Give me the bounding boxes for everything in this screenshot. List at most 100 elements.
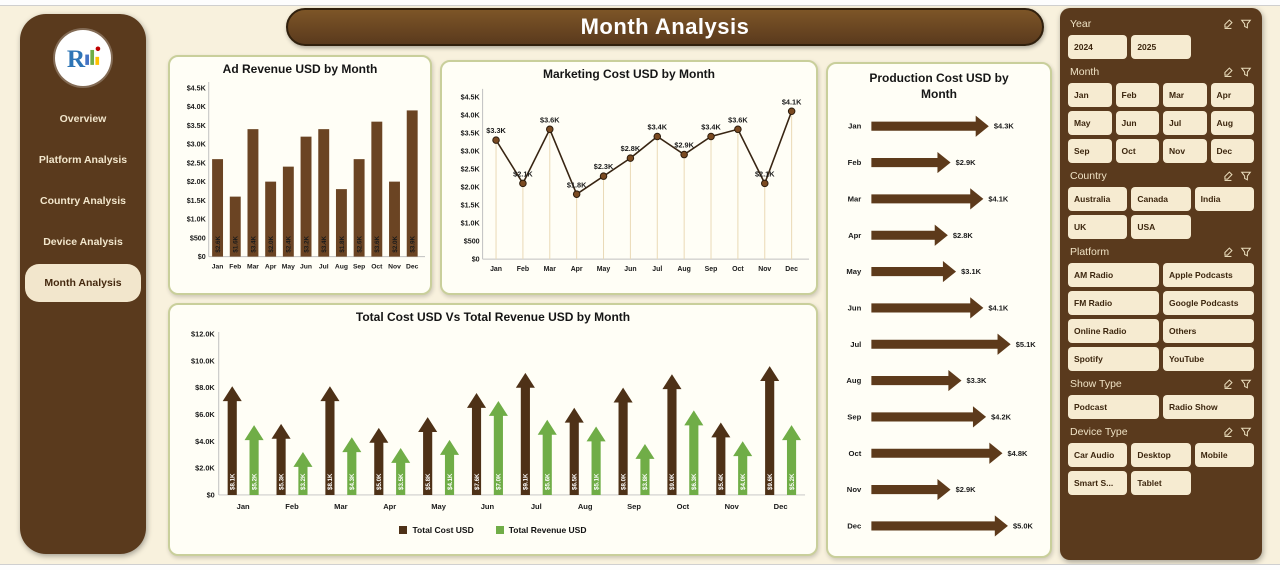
slicer-header-icons (1222, 66, 1252, 78)
filter-icon[interactable] (1240, 170, 1252, 182)
filter-option-uk[interactable]: UK (1068, 215, 1128, 239)
chart-label: $1.8K (567, 180, 587, 189)
filter-option-tablet[interactable]: Tablet (1131, 471, 1191, 495)
filter-option-nov[interactable]: Nov (1163, 139, 1207, 163)
slicer-header-icons (1222, 246, 1252, 258)
data-point (626, 153, 635, 162)
filter-option-may[interactable]: May (1068, 111, 1112, 135)
chart-label: Sep (627, 501, 641, 510)
filter-option-india[interactable]: India (1194, 187, 1254, 211)
chart-label: $2.8K (621, 144, 641, 153)
arrow-shape (871, 261, 957, 283)
chart-svg: Jan $4.3K Feb $2.9K Mar $4.1K Apr $2.8K May $3.1K… (846, 115, 1036, 537)
slicer-header-icons (1222, 18, 1252, 30)
bar (318, 128, 330, 257)
filter-option-2024[interactable]: 2024 (1068, 35, 1128, 59)
chart-label: Mar (334, 501, 347, 510)
sidebar-item-device-analysis[interactable]: Device Analysis (43, 236, 123, 248)
chart-label: Apr (848, 231, 861, 240)
arrow-shape (244, 424, 264, 495)
chart-svg: $0 $500 $1.0K $1.5K $2.0K $2.5K $3.0K $3.5K $4.0… (461, 88, 810, 273)
filter-icon[interactable] (1240, 426, 1252, 438)
filter-option-australia[interactable]: Australia (1068, 187, 1128, 211)
filter-option-jul[interactable]: Jul (1163, 111, 1207, 135)
sidebar-item-platform-analysis[interactable]: Platform Analysis (38, 154, 128, 166)
chart-label: $3.6K (374, 235, 381, 252)
chart-label: $2.0K (187, 178, 207, 186)
podcast-logo-icon: R (67, 45, 101, 73)
bar (300, 136, 312, 257)
filter-option-dec[interactable]: Dec (1210, 139, 1254, 163)
sidebar-item-month-analysis[interactable]: Month Analysis (25, 264, 141, 302)
filter-option-mar[interactable]: Mar (1163, 83, 1207, 107)
filter-icon[interactable] (1240, 18, 1252, 30)
bar (389, 181, 400, 257)
filter-option-car-audio[interactable]: Car Audio (1068, 443, 1128, 467)
clear-selections-icon[interactable] (1222, 66, 1234, 78)
filter-option-apple-podcasts[interactable]: Apple Podcasts (1163, 263, 1254, 287)
filter-option-apr[interactable]: Apr (1210, 83, 1254, 107)
clear-selections-icon[interactable] (1222, 18, 1234, 30)
chart-label: $2.5K (187, 159, 207, 167)
data-point (707, 132, 715, 140)
filter-option-usa[interactable]: USA (1131, 215, 1191, 239)
chart-label: $5.2K (251, 473, 258, 490)
filter-icon[interactable] (1240, 378, 1252, 390)
chart-label: $2.5K (461, 165, 481, 173)
filter-option-spotify[interactable]: Spotify (1068, 347, 1159, 371)
arrow-shape (871, 333, 1011, 356)
chart-label: May (846, 267, 862, 276)
filter-option-online-radio[interactable]: Online Radio (1068, 319, 1159, 343)
filter-option-jun[interactable]: Jun (1115, 111, 1159, 135)
filter-option-oct[interactable]: Oct (1115, 139, 1159, 163)
bar (353, 158, 365, 257)
ad-revenue-bar-chart: $0 $500 $1.0K $1.5K $2.0K $2.5K $3.0K $3.5K $4.0… (173, 78, 427, 290)
filter-option-sep[interactable]: Sep (1068, 139, 1112, 163)
arrow-shape (711, 422, 731, 495)
clear-selections-icon[interactable] (1222, 426, 1234, 438)
sidebar-item-country-analysis[interactable]: Country Analysis (40, 195, 126, 207)
filter-option-feb[interactable]: Feb (1115, 83, 1159, 107)
arrow-shape (871, 188, 984, 210)
filter-option-smart-s[interactable]: Smart S... (1068, 471, 1128, 495)
chart-label: $7.6K (474, 473, 481, 490)
clear-selections-icon[interactable] (1222, 246, 1234, 258)
slicer-device-type: Device Type Car Audio Desktop Mobile Smart S… (1068, 426, 1254, 495)
filter-option-podcast[interactable]: Podcast (1068, 395, 1159, 419)
chart-label: $3.2K (303, 235, 310, 252)
filter-option-am-radio[interactable]: AM Radio (1068, 263, 1159, 287)
chart-label: Jan (237, 501, 250, 510)
chart-label: $1.5K (461, 201, 481, 209)
filter-option-2025[interactable]: 2025 (1131, 35, 1191, 59)
clear-selections-icon[interactable] (1222, 170, 1234, 182)
filter-icon[interactable] (1240, 66, 1252, 78)
clear-selections-icon[interactable] (1222, 378, 1234, 390)
filter-option-youtube[interactable]: YouTube (1163, 347, 1254, 371)
slicer-options: 2024 2025 (1068, 35, 1254, 59)
filter-option-others[interactable]: Others (1163, 319, 1254, 343)
filter-option-mobile[interactable]: Mobile (1194, 443, 1254, 467)
slicer-options: Podcast Radio Show (1068, 395, 1254, 419)
chart-label: $2.6K (356, 235, 363, 252)
chart-label: $10.0K (191, 356, 215, 365)
legend-swatch-revenue (495, 526, 504, 535)
legend-label-revenue: Total Revenue USD (508, 525, 587, 536)
filter-option-jan[interactable]: Jan (1068, 83, 1112, 107)
sidebar-item-overview[interactable]: Overview (59, 113, 107, 125)
filter-option-aug[interactable]: Aug (1210, 111, 1254, 135)
card-production-cost: Production Cost USD by Month Jan $4.3K Feb… (826, 62, 1052, 558)
bar (406, 110, 418, 257)
chart-label: Nov (758, 266, 771, 273)
filter-option-radio-show[interactable]: Radio Show (1163, 395, 1254, 419)
filter-option-fm-radio[interactable]: FM Radio (1068, 291, 1159, 315)
filter-option-desktop[interactable]: Desktop (1131, 443, 1191, 467)
arrow-shape (871, 515, 1008, 537)
chart-label: $2.9K (674, 140, 694, 149)
cost-vs-revenue-arrow-chart: $0 $2.0K $4.0K $6.0K $8.0K $10.0K $12.0K $8.1K $… (173, 326, 813, 525)
filter-icon[interactable] (1240, 246, 1252, 258)
arrow-shape (271, 423, 291, 495)
arrow-shape (439, 439, 460, 495)
filter-option-google-podcasts[interactable]: Google Podcasts (1163, 291, 1254, 315)
arrow-shape (222, 385, 242, 495)
filter-option-canada[interactable]: Canada (1131, 187, 1191, 211)
